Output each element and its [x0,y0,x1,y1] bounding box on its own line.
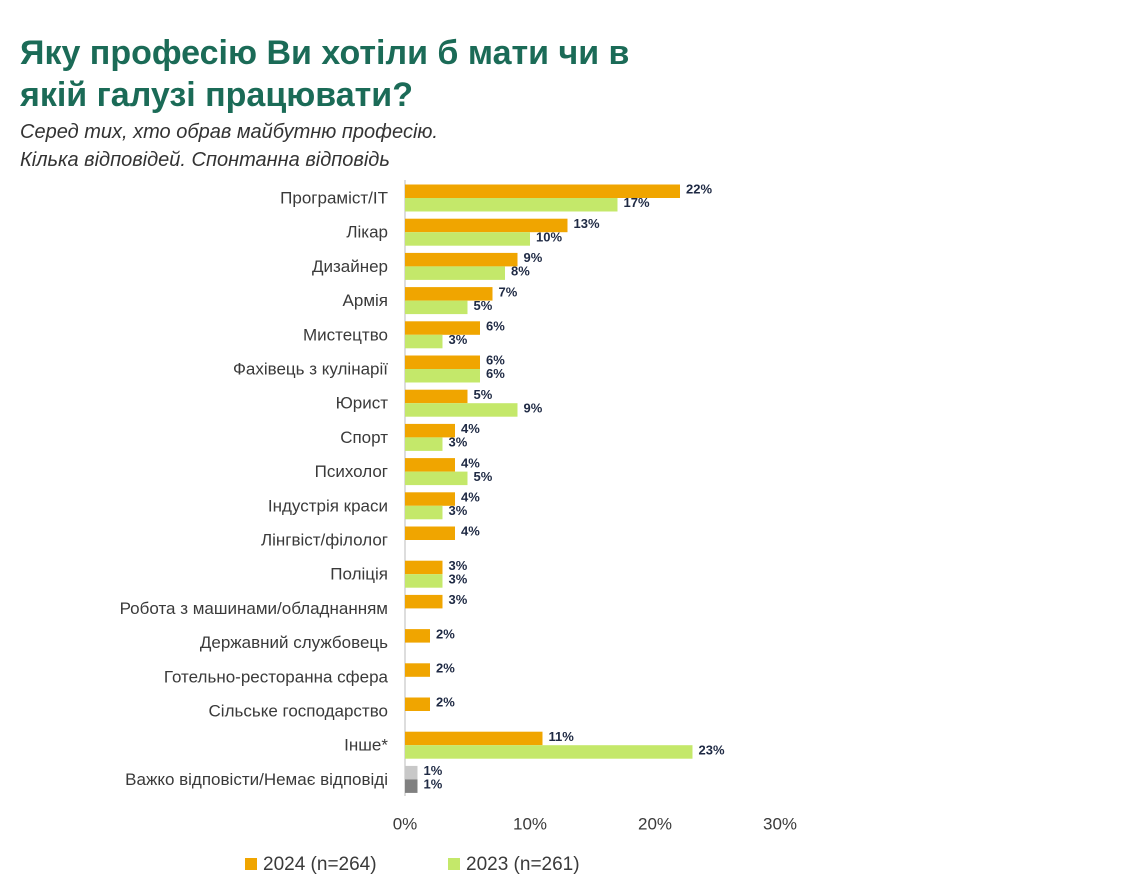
bar [405,629,430,643]
bar [405,697,430,711]
bar [405,389,468,404]
value-label: 11% [549,729,575,744]
bar [405,403,518,417]
bar [405,471,468,486]
chart-subtitle: Серед тих, хто обрав майбутню професію. [20,121,438,143]
bar [405,745,693,759]
value-label: 5% [474,387,493,402]
value-label: 4% [461,489,480,504]
bar [405,458,455,472]
x-tick-label: 10% [513,814,547,833]
category-label: Дизайнер [312,257,388,276]
category-label: Юрист [336,394,389,413]
x-tick-label: 0% [393,814,418,833]
legend-swatch [448,858,460,870]
bar [405,505,443,520]
value-label: 2% [436,660,455,675]
value-label: 7% [499,284,518,299]
value-label: 4% [461,455,480,470]
value-label: 17% [624,195,650,210]
value-label: 3% [449,503,468,518]
category-label: Готельно-ресторанна сфера [164,667,389,686]
category-label: Робота з машинами/обладнанням [120,599,388,618]
value-label: 13% [574,216,600,231]
bar [405,198,618,212]
category-label: Програміст/IT [280,188,388,207]
value-label: 6% [486,353,505,368]
bar [405,779,418,793]
value-label: 5% [474,298,493,313]
value-label: 9% [524,250,543,265]
category-label: Поліція [330,565,388,584]
bar [405,334,443,349]
value-label: 3% [449,571,468,586]
category-label: Фахівець з кулінарії [233,359,388,378]
category-label: Армія [343,291,388,310]
category-label: Мистецтво [303,325,388,344]
value-label: 1% [424,777,443,792]
bar [405,731,543,746]
chart-title: якій галузі працювати? [19,76,413,114]
category-label: Державний службовець [200,633,388,652]
category-label: Лінгвіст/філолог [261,530,388,549]
bar [405,663,430,677]
value-label: 9% [524,400,543,415]
value-label: 5% [474,469,493,484]
legend-label: 2023 (n=261) [466,854,580,875]
bar [405,252,518,267]
bar [405,266,505,280]
category-label: Сільське господарство [209,701,388,720]
bar [405,232,530,246]
bar [405,594,443,609]
value-label: 6% [486,366,505,381]
legend-swatch [245,858,257,870]
bar [405,560,443,575]
value-label: 2% [436,695,455,710]
category-label: Інше* [344,736,388,755]
x-tick-label: 20% [638,814,672,833]
bar [405,218,568,233]
value-label: 4% [461,421,480,436]
value-label: 10% [536,229,562,244]
value-label: 3% [449,435,468,450]
x-tick-label: 30% [763,814,797,833]
bar [405,423,455,438]
value-label: 3% [449,558,468,573]
bar [405,574,443,588]
value-label: 3% [449,592,468,607]
bar [405,369,480,383]
value-label: 23% [699,742,725,757]
value-label: 6% [486,318,505,333]
bar [405,526,455,540]
chart-title: Яку професію Ви хотіли б мати чи в [20,34,629,72]
legend-label: 2024 (n=264) [263,854,377,875]
value-label: 4% [461,524,480,539]
bar [405,355,480,369]
value-label: 22% [686,182,712,197]
category-label: Важко відповісти/Немає відповіді [125,770,388,789]
bar [405,437,443,451]
value-label: 2% [436,626,455,641]
bar [405,300,468,315]
bar [405,492,455,506]
category-label: Лікар [346,223,388,242]
bar [405,184,680,198]
category-label: Спорт [340,428,388,447]
category-label: Індустрія краси [268,496,388,515]
bar [405,321,480,335]
bar [405,765,418,780]
value-label: 1% [424,763,443,778]
category-label: Психолог [315,462,388,481]
value-label: 8% [511,264,530,279]
value-label: 3% [449,332,468,347]
chart-subtitle: Кілька відповідей. Спонтанна відповідь [20,149,390,171]
bar [405,287,493,301]
